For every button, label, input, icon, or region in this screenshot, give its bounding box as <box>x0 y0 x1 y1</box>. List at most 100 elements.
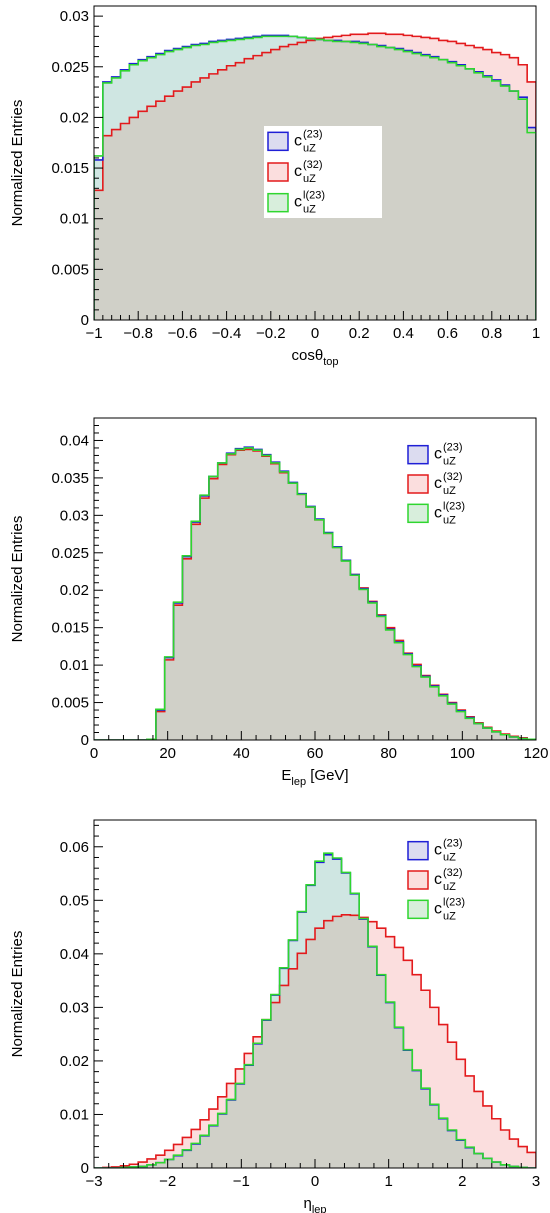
x-tick-label: 2 <box>458 1173 466 1190</box>
x-tick-label: −3 <box>85 1173 102 1190</box>
legend-label-c32: c <box>434 871 442 888</box>
x-tick-label: 1 <box>384 1173 392 1190</box>
legend-swatch-c23 <box>267 131 289 152</box>
legend-sup-c23: (23) <box>443 838 463 850</box>
x-tick-label: −0.2 <box>256 325 286 342</box>
legend-sub-c23: uZ <box>443 456 456 468</box>
legend-sup-cl23: l(23) <box>303 190 325 202</box>
x-tick-label: 120 <box>523 745 548 762</box>
legend-swatch-cl23 <box>407 503 429 524</box>
legend-label-c23: c <box>434 446 442 463</box>
legend-sup-cl23: l(23) <box>443 500 465 512</box>
series-line-cl23 <box>94 852 536 1168</box>
legend-swatch-c32 <box>407 474 429 494</box>
x-tick-label: 0.8 <box>481 325 502 342</box>
y-tick-label: 0 <box>81 312 89 329</box>
series-line-c32 <box>94 913 536 1168</box>
legend: c uZ(23)c uZ(32)c uZl(23) <box>404 836 484 924</box>
y-tick-label: 0.025 <box>51 59 89 76</box>
x-tick-label: −2 <box>159 1173 176 1190</box>
y-tick-label: 0.06 <box>60 839 89 856</box>
legend: c uZ(23)c uZ(32)c uZl(23) <box>404 440 484 528</box>
y-tick-label: 0.03 <box>60 999 89 1016</box>
y-tick-label: 0.015 <box>51 160 89 177</box>
y-tick-label: 0 <box>81 1160 89 1177</box>
x-tick-label: −1 <box>233 1173 250 1190</box>
fill-overlap <box>94 914 536 1168</box>
legend-label-cl23: c <box>434 504 442 521</box>
legend-sub-c32: uZ <box>443 485 456 497</box>
x-tick-label: 0.4 <box>393 325 414 342</box>
x-tick-label: 0.2 <box>349 325 370 342</box>
x-axis-label: ηlep <box>303 1195 326 1213</box>
y-tick-label: 0.04 <box>60 946 89 963</box>
x-tick-label: 100 <box>450 745 475 762</box>
legend-sub-cl23: uZ <box>303 204 316 216</box>
y-tick-label: 0 <box>81 732 89 749</box>
y-tick-label: 0.02 <box>60 109 89 126</box>
x-tick-label: 0 <box>90 745 98 762</box>
legend-label-c32: c <box>294 163 302 180</box>
x-tick-label: 3 <box>532 1173 540 1190</box>
chart-3: −3 −2 −1 0 1 2 3 0 0.01 0.02 0.03 0.04 0.05 0.06 Norma… <box>9 819 540 1213</box>
legend-sup-c32: (32) <box>443 471 463 483</box>
legend-sub-c32: uZ <box>303 173 316 185</box>
x-tick-label: 40 <box>233 745 250 762</box>
legend-sup-c23: (23) <box>303 128 323 140</box>
legend-sub-c23: uZ <box>303 142 316 154</box>
fill-overlap <box>94 447 536 740</box>
x-tick-label: 60 <box>307 745 324 762</box>
y-axis-label: Normalized Entries <box>9 100 26 227</box>
y-axis-label: Normalized Entries <box>9 516 26 643</box>
fill-areas <box>94 32 536 320</box>
x-tick-label: 0.6 <box>437 325 458 342</box>
legend: c uZ(23)c uZ(32)c uZl(23) <box>264 126 382 218</box>
x-tick-label: −0.6 <box>168 325 198 342</box>
fill-areas <box>94 446 536 740</box>
legend-label-cl23: c <box>434 900 442 917</box>
legend-label-c32: c <box>434 475 442 492</box>
y-tick-label: 0.02 <box>60 582 89 599</box>
x-tick-label: −0.4 <box>212 325 242 342</box>
legend-sup-cl23: l(23) <box>443 896 465 908</box>
x-tick-label: 0 <box>311 325 319 342</box>
legend-sub-cl23: uZ <box>443 910 456 922</box>
x-tick-label: −0.8 <box>123 325 153 342</box>
x-tick-label: 1 <box>532 325 540 342</box>
legend-sub-cl23: uZ <box>443 514 456 526</box>
legend-swatch-c32 <box>267 162 289 182</box>
y-tick-label: 0.04 <box>60 432 89 449</box>
y-tick-label: 0.015 <box>51 620 89 637</box>
legend-label-cl23: c <box>294 194 302 211</box>
y-tick-label: 0.03 <box>60 507 89 524</box>
legend-swatch-cl23 <box>407 899 429 920</box>
series-line-cl23 <box>94 447 536 740</box>
y-tick-label: 0.03 <box>60 8 89 25</box>
legend-swatch-c23 <box>407 840 429 861</box>
y-tick-label: 0.005 <box>51 261 89 278</box>
fill-areas <box>94 852 536 1168</box>
legend-swatch-c23 <box>407 444 429 465</box>
legend-sup-c32: (32) <box>443 867 463 879</box>
x-tick-label: 20 <box>159 745 176 762</box>
x-tick-label: 80 <box>380 745 397 762</box>
legend-swatch-c32 <box>407 870 429 890</box>
y-tick-label: 0.01 <box>60 211 89 228</box>
x-axis-label: Elep [GeV] <box>281 767 348 788</box>
legend-sub-c32: uZ <box>443 881 456 893</box>
y-tick-label: 0.01 <box>60 1106 89 1123</box>
y-tick-label: 0.05 <box>60 892 89 909</box>
y-tick-label: 0.02 <box>60 1053 89 1070</box>
legend-sup-c32: (32) <box>303 159 323 171</box>
x-axis-label: cosθtop <box>292 347 339 368</box>
y-tick-label: 0.025 <box>51 545 89 562</box>
chart-2: 0 20 40 60 80 100 120 0 0.005 0.01 0.015 0.02 0.025 0… <box>9 417 549 788</box>
y-axis-label: Normalized Entries <box>9 931 26 1058</box>
y-tick-label: 0.005 <box>51 695 89 712</box>
x-tick-label: −1 <box>85 325 102 342</box>
legend-sub-c23: uZ <box>443 852 456 864</box>
series-line-c32 <box>94 32 536 320</box>
x-tick-label: 0 <box>311 1173 319 1190</box>
y-tick-label: 0.035 <box>51 470 89 487</box>
